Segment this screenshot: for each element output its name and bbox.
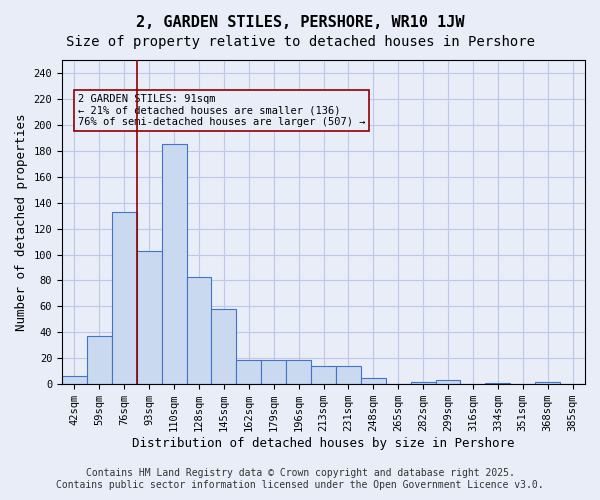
X-axis label: Distribution of detached houses by size in Pershore: Distribution of detached houses by size …	[132, 437, 515, 450]
Text: Size of property relative to detached houses in Pershore: Size of property relative to detached ho…	[65, 35, 535, 49]
Bar	[436, 380, 460, 384]
Text: 2 GARDEN STILES: 91sqm
← 21% of detached houses are smaller (136)
76% of semi-de: 2 GARDEN STILES: 91sqm ← 21% of detached…	[78, 94, 365, 127]
Bar	[137, 250, 161, 384]
Bar	[336, 366, 361, 384]
Bar	[286, 360, 311, 384]
Bar	[261, 360, 286, 384]
Bar	[187, 276, 211, 384]
Text: Contains HM Land Registry data © Crown copyright and database right 2025.
Contai: Contains HM Land Registry data © Crown c…	[56, 468, 544, 490]
Bar	[535, 382, 560, 384]
Bar	[361, 378, 386, 384]
Bar	[161, 144, 187, 384]
Bar	[62, 376, 87, 384]
Bar	[236, 360, 261, 384]
Bar	[87, 336, 112, 384]
Bar	[485, 383, 510, 384]
Bar	[112, 212, 137, 384]
Bar	[211, 309, 236, 384]
Bar	[410, 382, 436, 384]
Text: 2, GARDEN STILES, PERSHORE, WR10 1JW: 2, GARDEN STILES, PERSHORE, WR10 1JW	[136, 15, 464, 30]
Y-axis label: Number of detached properties: Number of detached properties	[15, 114, 28, 331]
Bar	[311, 366, 336, 384]
